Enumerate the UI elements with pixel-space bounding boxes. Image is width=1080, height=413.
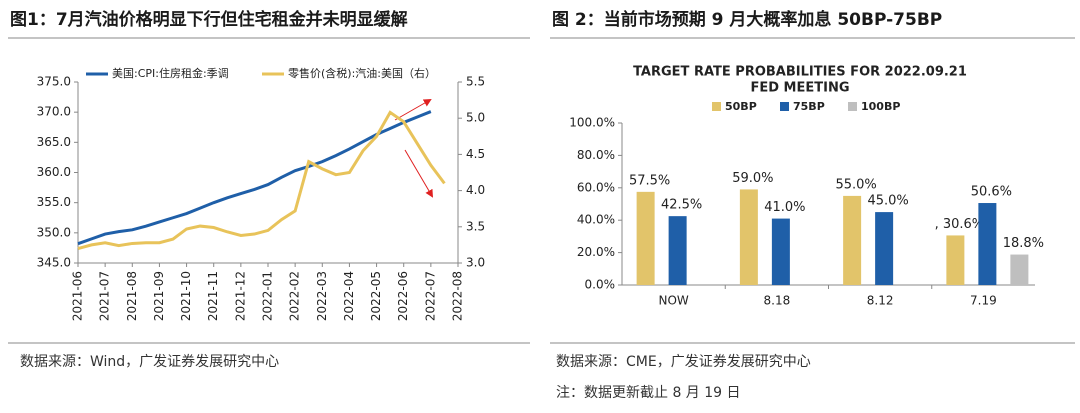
y2-tick-label: 5.0 bbox=[466, 111, 485, 125]
bar bbox=[946, 235, 965, 285]
x-tick-label: 2022-07 bbox=[423, 271, 437, 321]
x-tick-label: 2022-05 bbox=[369, 271, 383, 321]
y-tick-label: 80.0% bbox=[577, 148, 615, 162]
y2-tick-label: 3.0 bbox=[466, 256, 485, 270]
x-tick-label: 2021-09 bbox=[152, 271, 166, 321]
value-label: , 30.6% bbox=[935, 217, 985, 232]
value-label: 41.0% bbox=[764, 200, 805, 215]
legend-label: 75BP bbox=[793, 100, 825, 113]
y-tick-label: 375.0 bbox=[37, 75, 71, 89]
legend-label: 100BP bbox=[861, 100, 900, 113]
x-tick-label: NOW bbox=[658, 294, 688, 308]
bar bbox=[668, 216, 687, 285]
figure-heading: 图1：7月汽油价格明显下行但住宅租金并未明显缓解 bbox=[10, 9, 408, 30]
legend-label: 美国:CPI:住房租金:季调 bbox=[112, 66, 229, 80]
legend-swatch bbox=[780, 102, 789, 111]
x-tick-label: 8.18 bbox=[764, 294, 791, 308]
x-tick-label: 2021-08 bbox=[125, 271, 139, 321]
y-tick-label: 40.0% bbox=[577, 213, 615, 227]
y2-tick-label: 4.5 bbox=[466, 147, 485, 161]
value-label: 45.0% bbox=[867, 194, 908, 209]
y2-tick-label: 4.0 bbox=[466, 183, 485, 197]
bar bbox=[636, 191, 655, 285]
y-tick-label: 355.0 bbox=[37, 195, 71, 209]
value-label: 50.6% bbox=[971, 185, 1012, 200]
bar bbox=[843, 195, 862, 285]
y-tick-label: 365.0 bbox=[37, 135, 71, 149]
y-tick-label: 345.0 bbox=[37, 256, 71, 270]
chart-title: TARGET RATE PROBABILITIES FOR 2022.09.21 bbox=[633, 65, 967, 80]
bar bbox=[1010, 254, 1029, 285]
y-tick-label: 360.0 bbox=[37, 165, 71, 179]
bar bbox=[875, 212, 894, 285]
y-tick-label: 350.0 bbox=[37, 225, 71, 239]
x-tick-label: 2021-11 bbox=[206, 271, 220, 321]
value-label: 57.5% bbox=[629, 173, 670, 188]
y-tick-label: 60.0% bbox=[577, 180, 615, 194]
arrow bbox=[394, 99, 432, 121]
y2-tick-label: 5.5 bbox=[466, 75, 485, 89]
value-label: 55.0% bbox=[835, 177, 876, 192]
value-label: 59.0% bbox=[732, 171, 773, 186]
x-tick-label: 7.19 bbox=[970, 294, 997, 308]
bar bbox=[978, 203, 997, 285]
x-tick-label: 2022-03 bbox=[315, 271, 329, 321]
x-tick-label: 2021-07 bbox=[98, 271, 112, 321]
y-tick-label: 370.0 bbox=[37, 105, 71, 119]
legend-label: 50BP bbox=[725, 100, 757, 113]
x-tick-label: 2022-06 bbox=[396, 271, 410, 321]
figure-heading: 图 2：当前市场预期 9 月大概率加息 50BP-75BP bbox=[552, 9, 942, 30]
y-tick-label: 0.0% bbox=[585, 278, 616, 292]
legend-label: 零售价(含税):汽油:美国（右） bbox=[288, 66, 436, 80]
x-tick-label: 2022-02 bbox=[288, 271, 302, 321]
legend-swatch bbox=[848, 102, 857, 111]
bar bbox=[739, 189, 758, 285]
chart-subtitle: FED MEETING bbox=[750, 81, 849, 96]
legend-swatch bbox=[712, 102, 721, 111]
x-tick-label: 2022-04 bbox=[342, 271, 356, 321]
y2-tick-label: 3.5 bbox=[466, 219, 485, 233]
source: 数据来源：CME，广发证券发展研究中心 bbox=[556, 354, 811, 370]
y-tick-label: 20.0% bbox=[577, 245, 615, 259]
series-line bbox=[77, 110, 432, 246]
arrow bbox=[404, 149, 434, 198]
x-tick-label: 2022-08 bbox=[451, 271, 465, 321]
note: 注：数据更新截止 8 月 19 日 bbox=[556, 385, 741, 401]
value-label: 18.8% bbox=[1003, 236, 1044, 251]
value-label: 42.5% bbox=[661, 198, 702, 213]
bar bbox=[771, 218, 790, 285]
x-tick-label: 2022-01 bbox=[261, 271, 275, 321]
x-tick-label: 2021-10 bbox=[179, 271, 193, 321]
series-line bbox=[77, 110, 446, 250]
x-tick-label: 2021-06 bbox=[71, 271, 85, 321]
x-tick-label: 8.12 bbox=[867, 294, 894, 308]
source: 数据来源：Wind，广发证券发展研究中心 bbox=[20, 354, 279, 370]
y-tick-label: 100.0% bbox=[569, 116, 615, 130]
x-tick-label: 2021-12 bbox=[233, 271, 247, 321]
